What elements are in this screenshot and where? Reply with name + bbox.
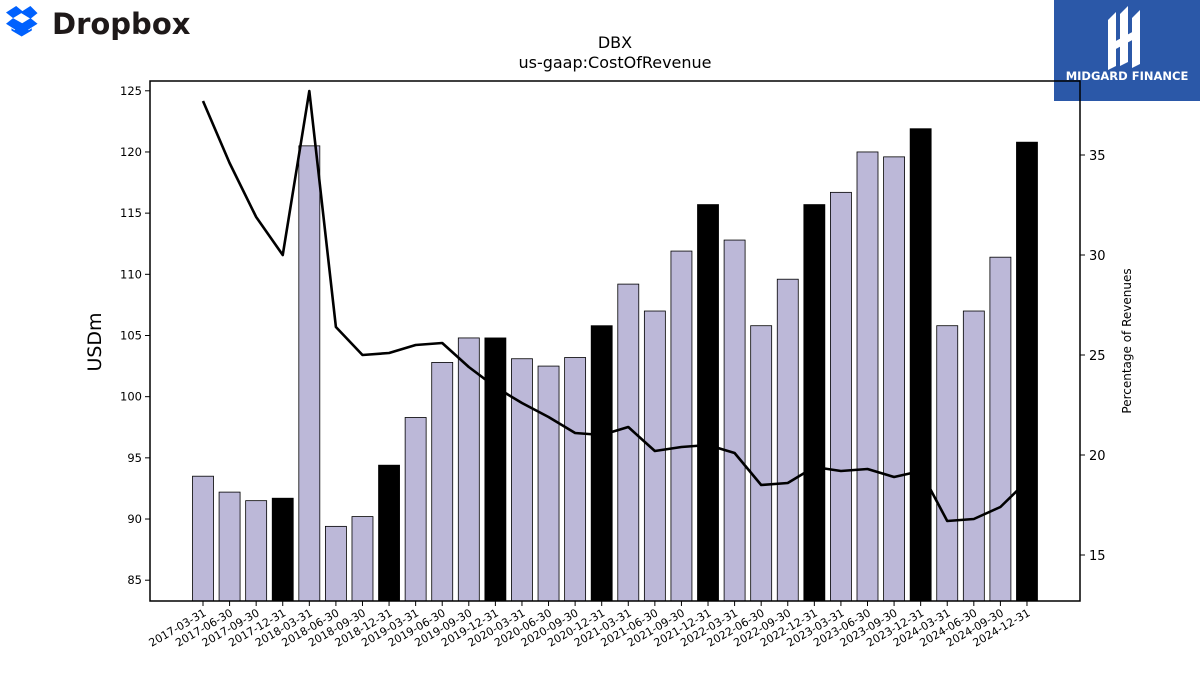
bar-2017-09-30 xyxy=(245,500,268,602)
y-tick-label: 85 xyxy=(127,573,142,587)
bar-2021-03-31 xyxy=(617,283,640,602)
dropbox-logo: Dropbox xyxy=(6,6,191,41)
y2-tick-label: 35 xyxy=(1089,149,1106,164)
bar-2019-09-30 xyxy=(457,337,480,602)
bar-2022-09-30 xyxy=(776,278,799,602)
bar-2019-06-30 xyxy=(431,362,454,602)
percentage-of-revenues-line xyxy=(201,89,1028,523)
bar-2018-03-31 xyxy=(298,145,321,602)
bar-2021-12-31 xyxy=(697,204,719,602)
bar-2021-06-30 xyxy=(643,310,666,602)
dropbox-wordmark: Dropbox xyxy=(52,7,191,41)
bar-2017-03-31 xyxy=(192,475,214,602)
bar-2019-12-31 xyxy=(484,337,507,602)
midgard-finance-logo: MIDGARD FINANCE xyxy=(1054,0,1200,101)
bar-2023-09-30 xyxy=(883,156,905,602)
bar-2023-12-31 xyxy=(909,128,932,602)
y-tick-label: 105 xyxy=(120,328,142,342)
y2-tick-label: 15 xyxy=(1089,549,1106,564)
y-tick-label: 90 xyxy=(127,512,142,526)
bar-2018-09-30 xyxy=(351,516,374,602)
bar-2018-12-31 xyxy=(378,464,400,602)
midgard-monogram-icon xyxy=(1108,6,1140,70)
y-axis-label: USDm xyxy=(84,312,106,371)
bar-2019-03-31 xyxy=(404,417,427,602)
y2-tick-label: 25 xyxy=(1089,349,1106,364)
bar-2021-09-30 xyxy=(670,250,693,602)
bar-series xyxy=(192,128,1038,602)
bar-2020-09-30 xyxy=(564,357,587,602)
chart-subtitle: us-gaap:CostOfRevenue xyxy=(518,53,711,72)
dropbox-box-icon xyxy=(6,6,38,37)
bar-2017-12-31 xyxy=(271,497,294,602)
bar-2023-03-31 xyxy=(830,191,852,602)
line-series xyxy=(201,89,1028,523)
bar-2024-09-30 xyxy=(989,256,1012,602)
bar-2024-06-30 xyxy=(962,310,985,602)
bar-2020-06-30 xyxy=(537,365,560,602)
y-tick-label: 115 xyxy=(120,206,142,220)
bar-2022-12-31 xyxy=(803,204,826,602)
bar-2023-06-30 xyxy=(856,151,879,602)
chart-title: DBX xyxy=(598,33,632,52)
publisher-name: MIDGARD FINANCE xyxy=(1066,69,1189,83)
plot-frame xyxy=(149,80,1081,602)
y-tick-label: 125 xyxy=(120,84,142,98)
bar-2020-12-31 xyxy=(590,325,613,602)
bar-2024-03-31 xyxy=(936,325,959,602)
bar-2022-03-31 xyxy=(723,239,746,602)
y2-axis-label: Percentage of Revenues xyxy=(1120,268,1134,413)
bar-2018-06-30 xyxy=(324,525,347,602)
y-tick-label: 120 xyxy=(120,145,142,159)
y-tick-label: 95 xyxy=(127,451,142,465)
bar-2022-06-30 xyxy=(750,325,773,602)
y-tick-label: 110 xyxy=(120,267,142,281)
bar-2017-06-30 xyxy=(218,491,241,602)
y2-tick-label: 20 xyxy=(1089,449,1106,464)
bar-2020-03-31 xyxy=(511,358,533,602)
y-tick-label: 100 xyxy=(120,390,142,404)
bar-2024-12-31 xyxy=(1016,141,1038,602)
y2-tick-label: 30 xyxy=(1089,249,1106,264)
